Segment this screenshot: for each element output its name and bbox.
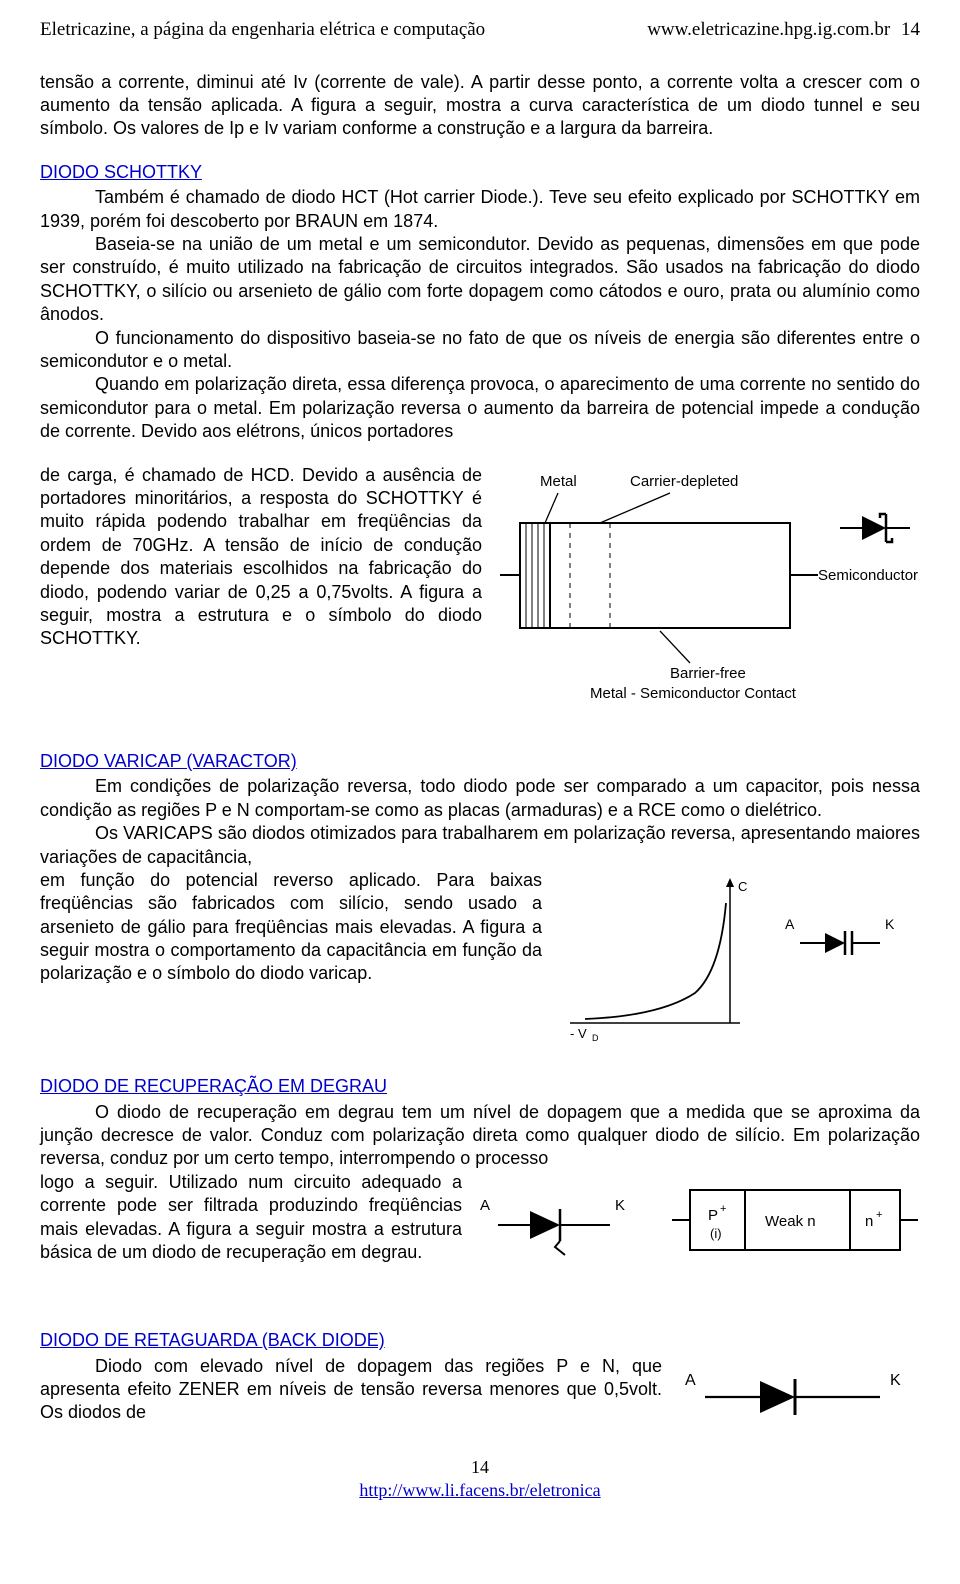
back-wrap: A K Diodo com elevado nível de dopagem d… [40, 1355, 920, 1436]
schottky-p2: Baseia-se na união de um metal e um semi… [40, 233, 920, 327]
schottky-figure: Metal Carrier-depleted Semiconductor Bar… [500, 468, 920, 724]
back-figure: A K [680, 1367, 920, 1428]
schottky-p3: O funcionamento do dispositivo baseia-se… [40, 327, 920, 374]
fig-label-metal: Metal [540, 473, 577, 490]
section-title-varicap: DIODO VARICAP (VARACTOR) [40, 750, 920, 773]
fig-label-barrier1: Barrier-free [670, 665, 746, 682]
page-footer: 14 http://www.li.facens.br/eletronica [40, 1456, 920, 1503]
header-right: www.eletricazine.hpg.ig.com.br 14 [647, 18, 920, 43]
fig-label-semiconductor: Semiconductor [818, 567, 918, 584]
schottky-wrap: Metal Carrier-depleted Semiconductor Bar… [40, 464, 920, 732]
degrau-figure: A K P + (i) Weak n n + [480, 1175, 920, 1291]
fig-degrau-i: (i) [710, 1226, 722, 1241]
section-title-degrau: DIODO DE RECUPERAÇÃO EM DEGRAU [40, 1075, 920, 1098]
fig-degrau-Psup: + [720, 1203, 726, 1215]
fig-label-VdSub: D [592, 1033, 599, 1043]
schottky-p1: Também é chamado de diodo HCT (Hot carri… [40, 186, 920, 233]
varicap-p1: Em condições de polarização reversa, tod… [40, 775, 920, 822]
footer-page-number: 14 [40, 1456, 920, 1479]
header-site: www.eletricazine.hpg.ig.com.br [647, 19, 890, 40]
fig-degrau-nsup: + [876, 1209, 882, 1221]
section-title-back: DIODO DE RETAGUARDA (BACK DIODE) [40, 1329, 920, 1352]
fig-degrau-K: K [615, 1197, 625, 1214]
fig-back-A: A [685, 1372, 696, 1389]
header-left: Eletricazine, a página da engenharia elé… [40, 18, 485, 43]
intro-paragraph: tensão a corrente, diminui até Iv (corre… [40, 71, 920, 141]
degrau-wrap: A K P + (i) Weak n n + [40, 1171, 920, 1299]
fig-label-barrier2: Metal - Semiconductor Contact [590, 685, 797, 702]
section-title-schottky: DIODO SCHOTTKY [40, 161, 920, 184]
degrau-p1a: O diodo de recuperação em degrau tem um … [40, 1101, 920, 1171]
fig-label-C: C [738, 879, 747, 894]
schottky-p4a: Quando em polarização direta, essa difer… [40, 373, 920, 443]
varicap-figure: C - V D A K [560, 873, 920, 1049]
schottky-block: Também é chamado de diodo HCT (Hot carri… [40, 186, 920, 443]
page-header: Eletricazine, a página da engenharia elé… [40, 18, 920, 43]
varicap-p2a: Os VARICAPS são diodos otimizados para t… [40, 822, 920, 869]
fig-label-K: K [885, 916, 895, 932]
fig-degrau-P: P [708, 1207, 718, 1224]
fig-label-Vd: - V [570, 1026, 587, 1041]
fig-degrau-A: A [480, 1197, 490, 1214]
fig-degrau-weak: Weak n [765, 1213, 816, 1230]
fig-label-A: A [785, 916, 795, 932]
fig-label-depleted: Carrier-depleted [630, 473, 738, 490]
header-page-number: 14 [901, 19, 920, 40]
fig-back-K: K [890, 1372, 901, 1389]
footer-url-link[interactable]: http://www.li.facens.br/eletronica [359, 1480, 600, 1500]
fig-degrau-n: n [865, 1213, 873, 1230]
varicap-wrap: C - V D A K em função do potencial rever… [40, 869, 920, 1057]
